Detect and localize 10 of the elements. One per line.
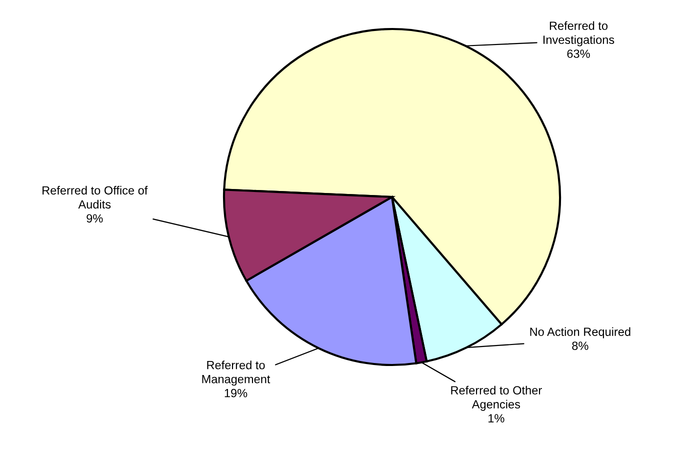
data-label: 1%: [488, 414, 504, 422]
data-label: 8%: [572, 342, 588, 350]
data-label: 63%: [567, 50, 590, 58]
slice-label: Referred to Office of Audits: [42, 186, 148, 209]
slice-label: Referred to Management: [202, 360, 270, 386]
slice-label: No Action Required: [530, 327, 630, 338]
data-label: 19%: [224, 388, 248, 398]
slice-label: Referred to Other Agencies: [451, 386, 542, 411]
data-label: 9%: [86, 214, 103, 223]
slice-label: Referred to Investigations: [543, 21, 614, 46]
